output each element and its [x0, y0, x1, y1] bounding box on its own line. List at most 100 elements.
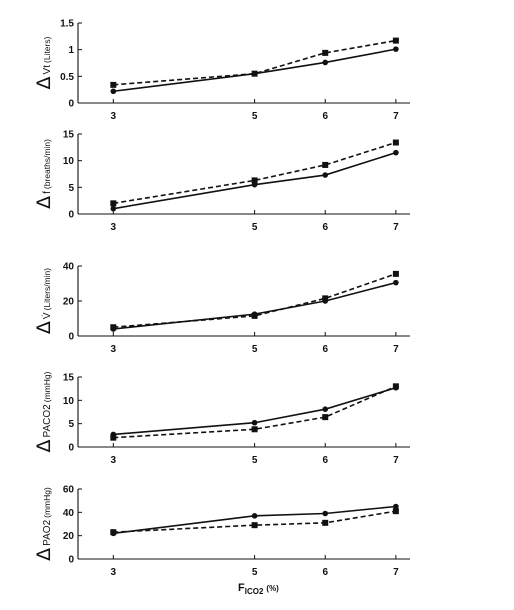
data-point-circle — [322, 172, 329, 178]
y-axis-label-unit: (Liters/min) — [42, 268, 52, 311]
y-axis-label-prefix: Δ — [33, 321, 55, 334]
x-tick-label: 7 — [393, 344, 399, 355]
y-tick-label: 0 — [68, 99, 74, 110]
series-2-line — [113, 273, 397, 329]
data-point-circle — [322, 59, 329, 66]
x-tick-label: 3 — [111, 222, 117, 233]
data-point-circle — [393, 279, 399, 286]
data-point-square — [392, 508, 399, 515]
y-tick-label: 10 — [63, 156, 75, 167]
data-point-square — [322, 161, 329, 168]
data-point-square — [322, 295, 329, 302]
y-tick-label: 0.5 — [60, 72, 74, 83]
data-point-circle — [393, 46, 399, 52]
x-tick-label: 6 — [322, 344, 328, 355]
data-point-square — [251, 312, 258, 319]
series-1-line — [113, 386, 397, 436]
y-axis-label-unit: (breaths/min) — [42, 139, 52, 189]
y-tick-label: 60 — [63, 485, 75, 496]
y-axis-label-prefix: Δ — [33, 196, 55, 209]
data-point-square — [110, 434, 117, 441]
data-point-square — [392, 139, 399, 146]
x-tick-label: 5 — [252, 344, 258, 355]
data-point-square — [392, 383, 399, 390]
y-axis-label: ΔVt (Liters) — [33, 36, 55, 89]
data-point-square — [251, 70, 258, 77]
y-tick-label: 0 — [68, 443, 74, 454]
y-axis-label-main: PACO2 — [42, 404, 53, 438]
series-2-line — [113, 141, 397, 205]
y-tick-label: 15 — [63, 130, 75, 141]
data-point-square — [110, 324, 117, 331]
x-axis-label-main: F — [238, 582, 245, 594]
data-point-circle — [110, 88, 117, 95]
y-axis-label: ΔPACO2 (mmHg) — [33, 371, 55, 452]
y-tick-label: 20 — [63, 531, 75, 542]
y-axis-label: Δ PAO2(mmHg) — [33, 487, 55, 561]
data-point-circle — [251, 513, 258, 519]
y-tick-label: 10 — [63, 396, 75, 407]
y-axis-label-prefix: Δ — [33, 76, 55, 89]
data-point-circle — [322, 406, 329, 413]
y-axis-label-unit: (mmHg) — [42, 487, 52, 518]
y-axis-label-prefix: Δ — [33, 439, 55, 452]
data-point-square — [251, 177, 258, 184]
panel-1: 0 0.5 1 1.5 3 5 6 7 ΔVt (Liters) — [33, 19, 410, 122]
x-tick-label: 6 — [322, 567, 328, 578]
y-tick-label: 40 — [63, 262, 75, 273]
data-point-square — [251, 522, 258, 529]
y-axis-label-main: f — [42, 191, 53, 194]
data-point-circle — [110, 205, 117, 212]
panel-4: 0 5 10 15 3 5 6 7 ΔPACO2 (mmHg) — [33, 371, 410, 466]
data-point-circle — [393, 503, 399, 510]
y-tick-label: 0 — [68, 210, 74, 221]
y-axis-label: Δf (breaths/min) — [33, 139, 55, 209]
x-tick-label: 5 — [252, 111, 258, 122]
data-point-square — [110, 81, 117, 88]
x-axis-label-unit: (%) — [266, 584, 279, 593]
data-point-circle — [393, 149, 399, 156]
data-point-square — [110, 200, 117, 207]
y-tick-label: 40 — [63, 508, 75, 519]
y-axis-label: Δ V̇(Liters/min) — [33, 268, 55, 334]
series-1-line — [113, 281, 397, 330]
x-tick-label: 6 — [322, 222, 328, 233]
x-tick-label: 7 — [393, 111, 399, 122]
series-1-line — [113, 505, 396, 535]
series-1-line — [113, 48, 397, 93]
x-axis-label-sub: ICO2 — [245, 587, 264, 596]
data-point-square — [392, 37, 399, 44]
y-axis-label-main: Vt — [42, 65, 53, 75]
y-tick-label: 1 — [68, 45, 74, 56]
y-tick-label: 5 — [68, 419, 74, 430]
x-tick-label: 3 — [111, 455, 117, 466]
y-tick-label: 1.5 — [60, 19, 74, 30]
y-tick-label: 0 — [68, 555, 74, 566]
y-tick-label: 20 — [63, 297, 75, 308]
y-axis-label-main: PAO2 — [42, 519, 53, 545]
y-tick-label: 5 — [68, 183, 74, 194]
data-point-circle — [322, 510, 329, 517]
x-tick-label: 6 — [322, 111, 328, 122]
x-axis-label: FICO2 (%) — [238, 582, 279, 596]
y-tick-label: 0 — [68, 332, 74, 343]
x-tick-label: 7 — [393, 567, 399, 578]
data-point-square — [322, 49, 329, 56]
x-tick-label: 5 — [252, 567, 258, 578]
y-axis-label-unit: (Liters) — [42, 36, 52, 63]
data-point-square — [110, 529, 117, 536]
data-point-circle — [251, 419, 258, 426]
panel-5: 0 20 40 60 3 5 6 7 Δ PAO2(mmHg) FICO2 (%) — [33, 485, 410, 596]
x-tick-label: 7 — [393, 222, 399, 233]
x-tick-label: 5 — [252, 455, 258, 466]
series-2-line — [113, 39, 397, 86]
y-axis-label-main: V̇ — [40, 312, 53, 319]
data-point-square — [392, 270, 399, 277]
x-tick-label: 3 — [111, 111, 117, 122]
y-axis-label-unit: (mmHg) — [42, 371, 52, 402]
data-point-square — [251, 426, 258, 433]
x-tick-label: 6 — [322, 455, 328, 466]
data-point-square — [322, 519, 329, 526]
series-2-line — [113, 510, 397, 533]
